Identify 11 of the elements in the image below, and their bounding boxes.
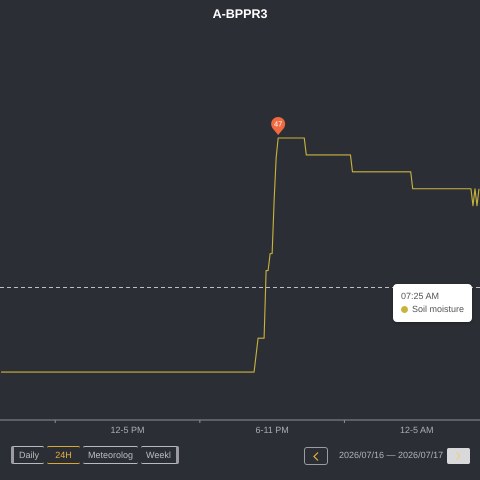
chart-title: A-BPPR3: [212, 7, 268, 21]
tab-button: Meteorolog: [83, 446, 138, 464]
legend-label: Soil moisture: [412, 303, 464, 316]
x-tick-label: 6-11 PM: [255, 425, 289, 435]
text: 2026/07/16 — 2026/07/17: [339, 450, 444, 460]
tab-button: Daily: [11, 446, 44, 464]
x-tick-label: 12-5 AM: [400, 425, 434, 435]
tab-button: Weekl: [141, 446, 179, 464]
legend-title: 07:25 AM: [400, 291, 439, 301]
tab-button: 24H: [47, 446, 80, 464]
x-tick-label: 12-5 PM: [110, 425, 145, 435]
